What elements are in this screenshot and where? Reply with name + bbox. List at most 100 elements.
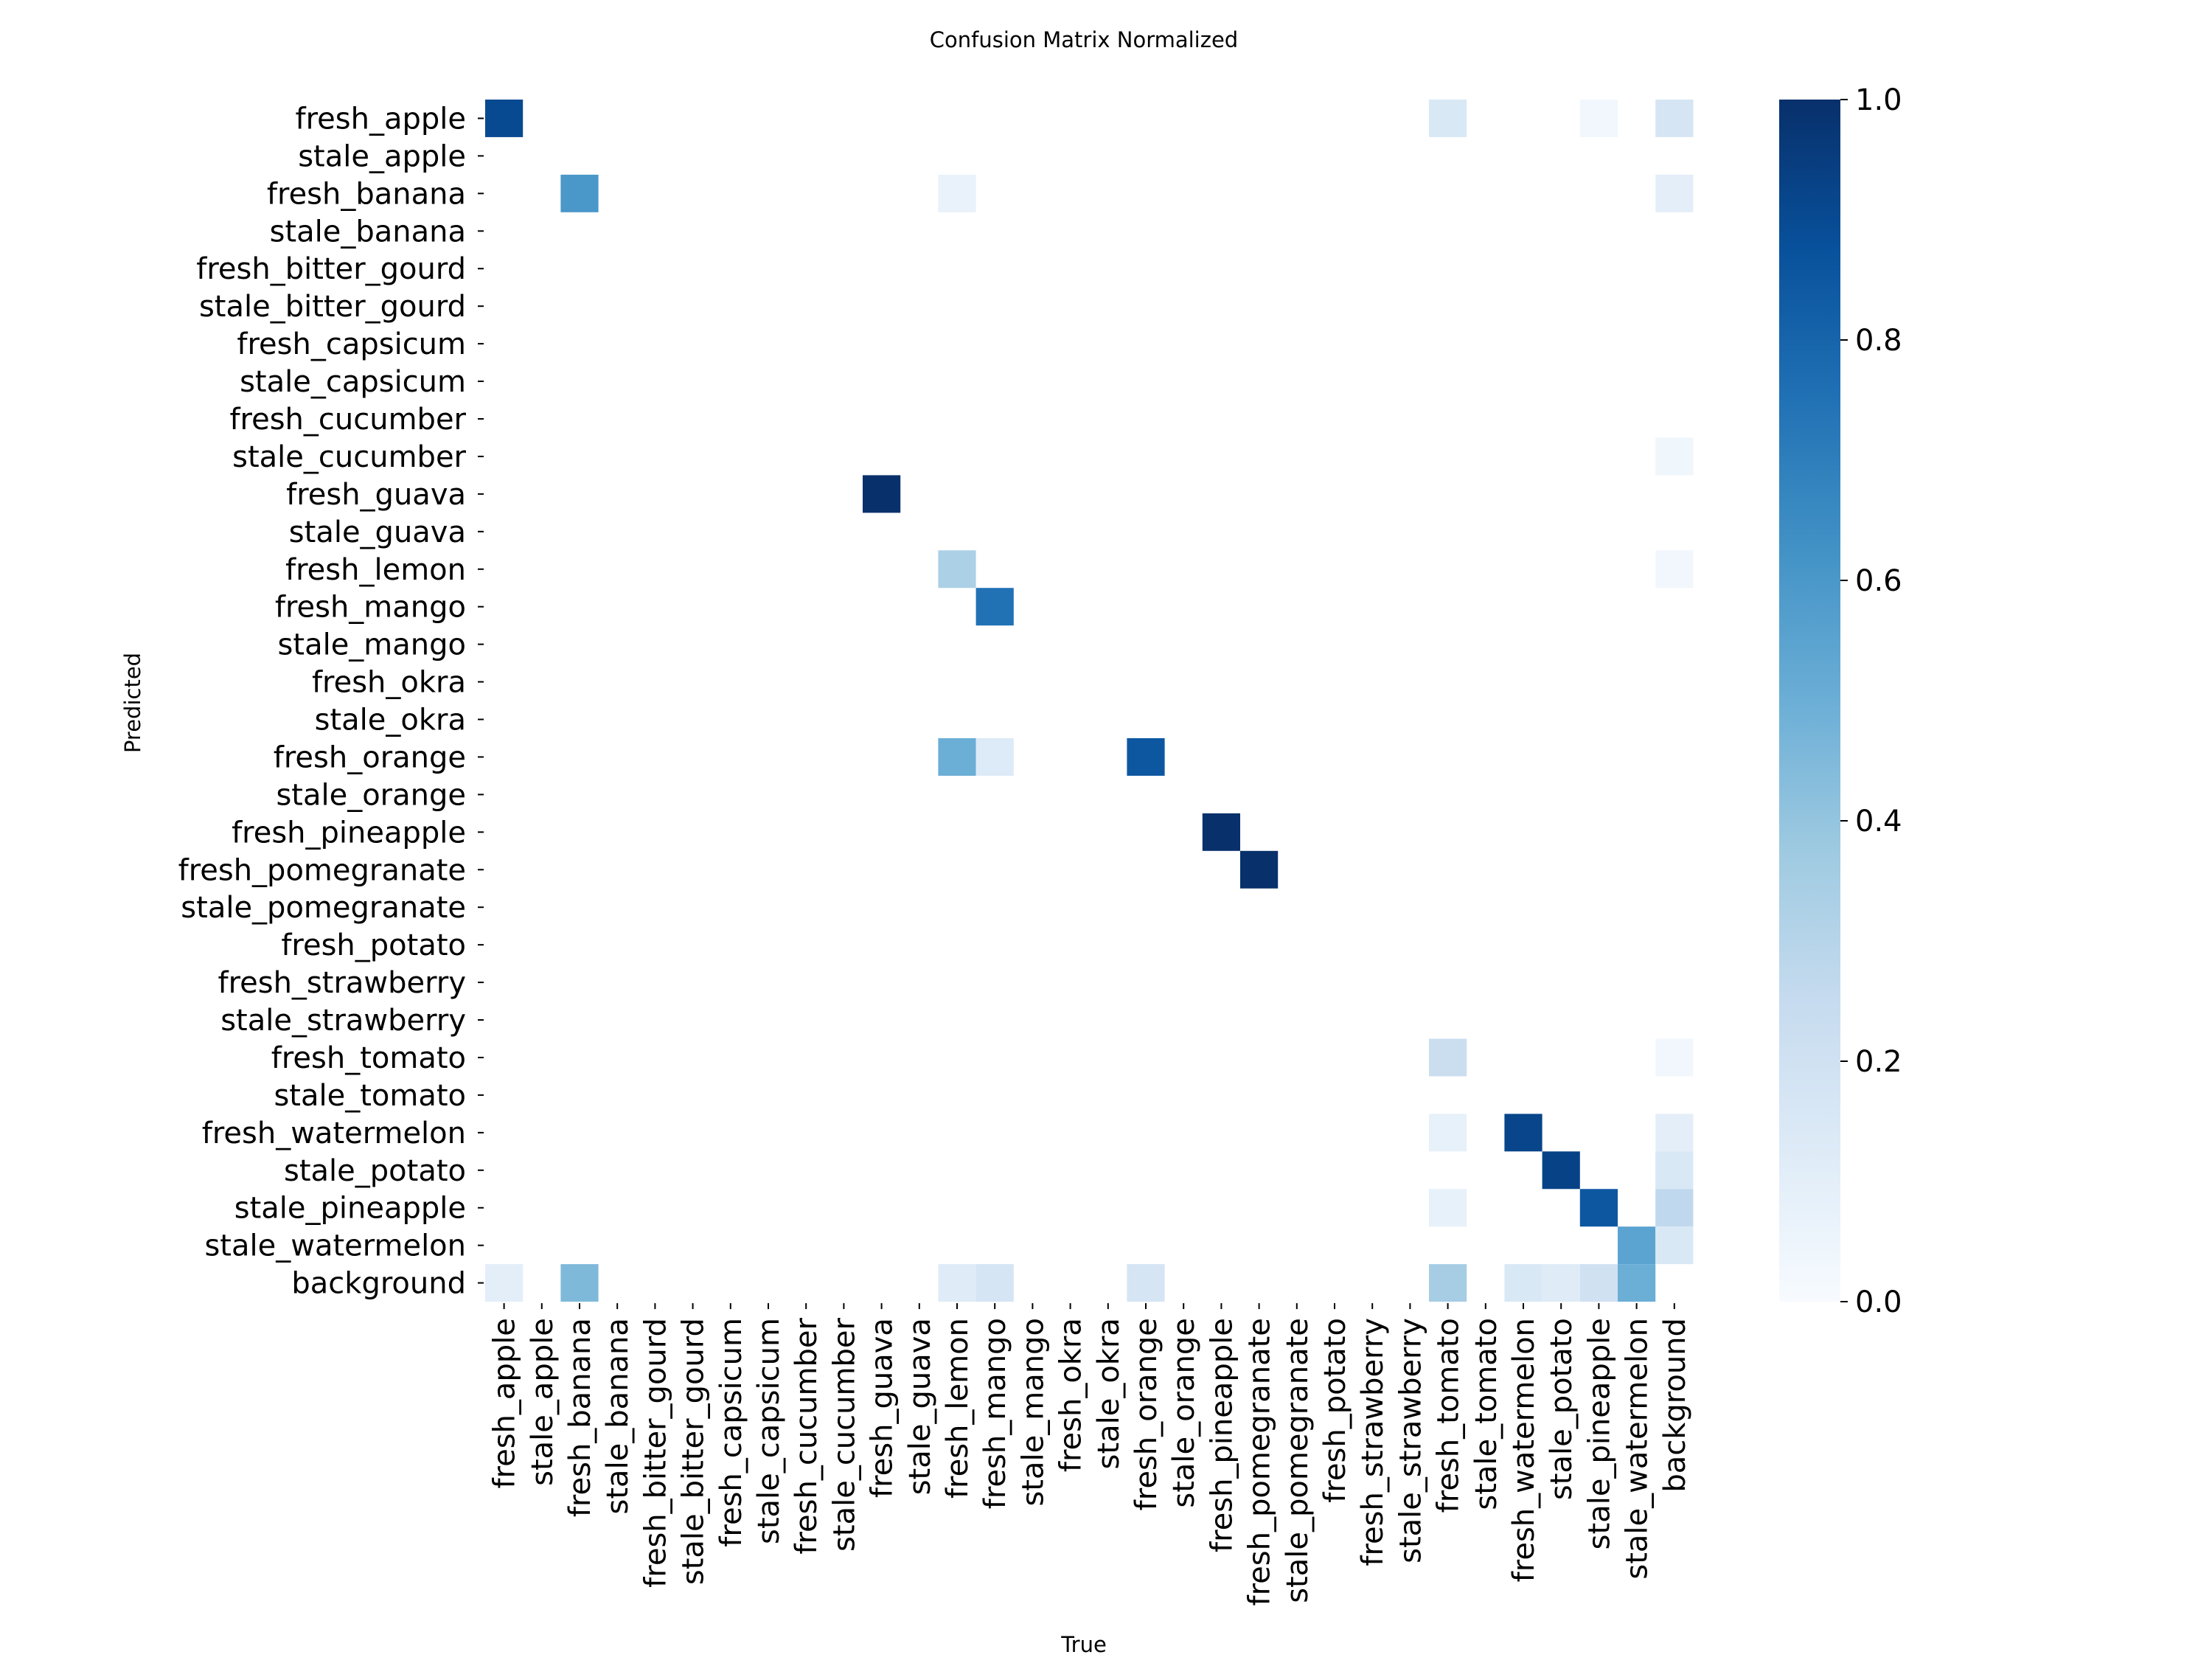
x-tick-label: fresh_okra [1054, 1318, 1088, 1472]
y-tick-label: fresh_pineapple [232, 816, 466, 850]
colorbar-tick-label: 1.0 [1855, 83, 1902, 117]
heatmap-cell [1655, 437, 1694, 476]
x-tick-label: fresh_apple [488, 1318, 522, 1488]
heatmap-cells [485, 100, 1694, 1302]
heatmap-cell [485, 1264, 524, 1302]
heatmap-cell [1655, 1151, 1694, 1190]
colorbar-tick-label: 0.4 [1855, 805, 1902, 839]
colorbar [1779, 100, 1840, 1302]
y-tick-label: fresh_lemon [285, 553, 466, 587]
y-tick-label: fresh_tomato [271, 1041, 466, 1075]
x-tick-label: fresh_cucumber [790, 1318, 824, 1555]
y-axis-label: Predicted [120, 653, 145, 753]
y-tick-label: stale_orange [276, 778, 466, 812]
heatmap-cell [1127, 1264, 1165, 1302]
x-tick-label: stale_orange [1167, 1318, 1201, 1508]
x-tick-label: background [1658, 1318, 1692, 1493]
heatmap-cell [1202, 813, 1240, 851]
y-tick-label: fresh_capsicum [237, 327, 466, 361]
y-tick-label: stale_pineapple [234, 1192, 466, 1226]
heatmap-cell [1618, 1226, 1656, 1265]
heatmap-cell [938, 550, 976, 589]
heatmap-cell [1655, 550, 1694, 589]
x-tick-label: stale_strawberry [1394, 1318, 1427, 1563]
colorbar-tick-label: 0.8 [1855, 324, 1902, 358]
heatmap-cell [1579, 1189, 1618, 1227]
heatmap-cell [1579, 100, 1618, 137]
y-tick-label: stale_banana [270, 215, 466, 249]
heatmap-cell [1655, 1038, 1694, 1077]
y-tick-label: background [291, 1267, 466, 1301]
y-tick-label: fresh_banana [267, 177, 466, 211]
heatmap-cell [1618, 1264, 1656, 1302]
y-tick-label: stale_bitter_gourd [199, 290, 466, 324]
x-tick-label: fresh_orange [1130, 1318, 1164, 1510]
x-tick-label: stale_tomato [1470, 1318, 1503, 1510]
x-tick-label: stale_potato [1545, 1318, 1579, 1500]
heatmap-cell [1429, 1114, 1467, 1152]
x-tick-label: fresh_banana [563, 1318, 597, 1517]
y-tick-label: fresh_potato [281, 928, 466, 962]
heatmap-cell [1504, 1264, 1543, 1302]
x-tick-label: fresh_mango [978, 1318, 1012, 1509]
x-tick-label: fresh_strawberry [1356, 1318, 1390, 1566]
x-tick-label: stale_okra [1092, 1318, 1126, 1469]
y-tick-label: fresh_pomegranate [178, 853, 466, 887]
x-tick-label: fresh_bitter_gourd [639, 1318, 672, 1588]
x-axis-label: True [1060, 1632, 1107, 1657]
heatmap-cell [560, 174, 599, 212]
x-tick-label: fresh_pomegranate [1243, 1318, 1277, 1605]
y-tick-label: stale_apple [298, 139, 466, 173]
heatmap-cell [938, 1264, 976, 1302]
y-tick-label: stale_tomato [274, 1079, 466, 1113]
heatmap-cell [975, 588, 1014, 626]
heatmap-cell [1655, 1189, 1694, 1227]
colorbar-tick-label: 0.2 [1855, 1045, 1902, 1079]
x-tick-label: stale_mango [1016, 1318, 1050, 1506]
y-tick-label: fresh_mango [275, 591, 466, 625]
heatmap-cell [1655, 174, 1694, 212]
y-tick-label: stale_guava [289, 515, 466, 549]
heatmap-cell [1655, 1226, 1694, 1265]
x-tick-label: fresh_lemon [941, 1318, 975, 1499]
heatmap-cell [1429, 1189, 1467, 1227]
y-tick-label: stale_capsicum [240, 365, 466, 399]
x-tick-label: fresh_capsicum [714, 1318, 748, 1547]
colorbar-ticks: 0.0 0.2 0.4 0.6 0.8 1.0 [1840, 83, 1902, 1319]
colorbar-tick-label: 0.0 [1855, 1285, 1902, 1319]
y-tick-label: fresh_apple [296, 102, 466, 136]
x-tick-label: stale_watermelon [1621, 1318, 1655, 1580]
y-tick-label: stale_watermelon [204, 1229, 466, 1263]
heatmap-cell [1504, 1114, 1543, 1152]
y-tick-label: fresh_watermelon [202, 1117, 466, 1150]
y-tick-label: stale_potato [284, 1154, 466, 1188]
x-tick-label: fresh_tomato [1432, 1318, 1466, 1513]
y-tick-label: stale_mango [278, 628, 466, 662]
heatmap-cell [975, 1264, 1014, 1302]
x-tick-label: stale_banana [601, 1318, 635, 1514]
heatmap-cell [1127, 737, 1165, 776]
heatmap-cell [485, 100, 524, 137]
heatmap-cell [1655, 100, 1694, 137]
heatmap-cell [1655, 1114, 1694, 1152]
heatmap-cell [1240, 850, 1279, 889]
heatmap-cell [975, 737, 1014, 776]
heatmap-cell [1429, 100, 1467, 137]
y-tick-label: stale_okra [315, 704, 466, 737]
chart-title: Confusion Matrix Normalized [930, 27, 1238, 52]
x-tick-label: stale_apple [526, 1318, 560, 1486]
x-tick-label: stale_cucumber [827, 1318, 861, 1552]
y-tick-label: stale_cucumber [232, 440, 466, 474]
x-tick-label: stale_bitter_gourd [677, 1318, 711, 1585]
heatmap-cell [1579, 1264, 1618, 1302]
y-tick-label: fresh_okra [312, 666, 466, 700]
y-tick-label: fresh_cucumber [229, 403, 466, 437]
x-tick-labels: fresh_apple stale_apple fresh_banana stale_… [488, 1303, 1692, 1605]
heatmap-cell [1429, 1264, 1467, 1302]
y-tick-label: stale_strawberry [220, 1004, 466, 1038]
x-tick-label: stale_guava [903, 1318, 937, 1495]
heatmap-cell [863, 475, 901, 513]
